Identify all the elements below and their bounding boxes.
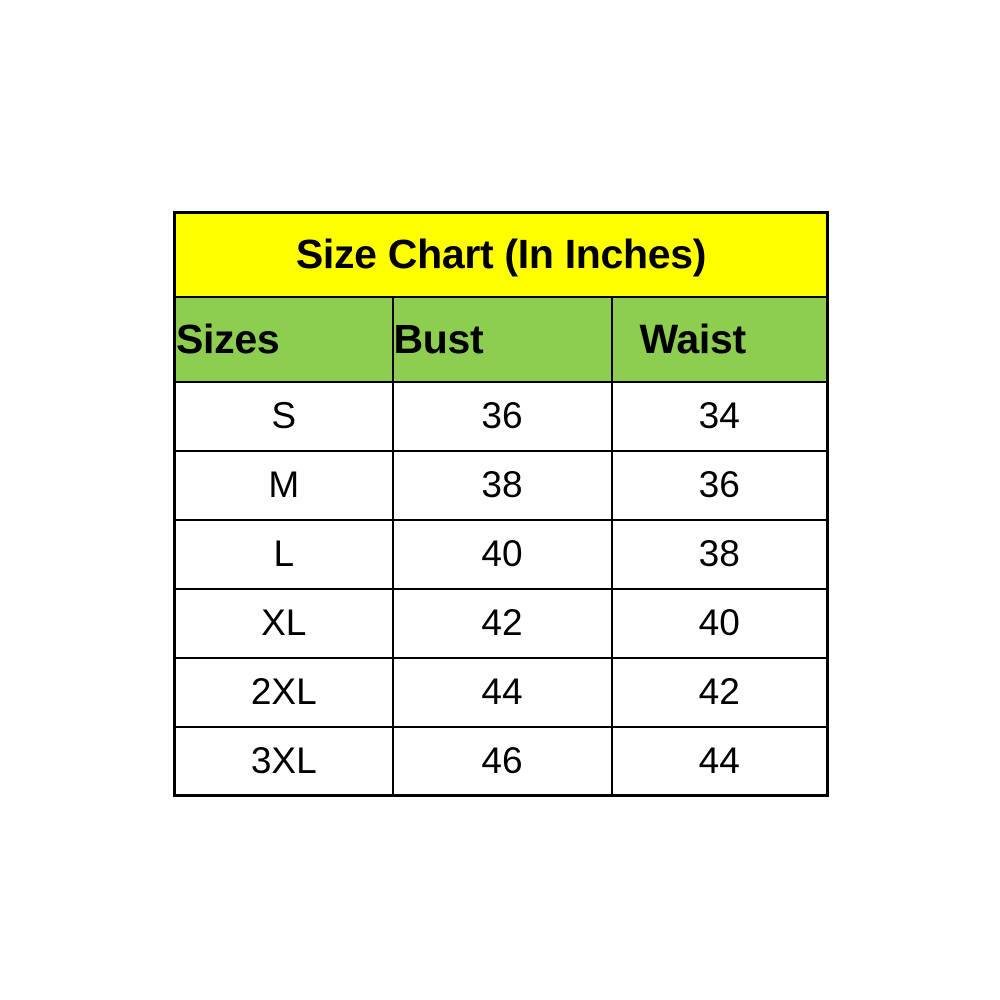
cell-size: 3XL <box>173 725 394 797</box>
table-row: 3XL 46 44 <box>173 725 829 797</box>
table-row: M 38 36 <box>173 449 829 521</box>
table-row: L 40 38 <box>173 518 829 590</box>
cell-waist: 42 <box>610 656 829 728</box>
cell-bust: 40 <box>391 518 613 590</box>
cell-bust: 46 <box>391 725 613 797</box>
cell-waist: 44 <box>610 725 829 797</box>
size-chart-table: Size Chart (In Inches) Sizes Bust Waist … <box>173 211 830 797</box>
column-header-waist: Waist <box>610 295 829 383</box>
cell-size: M <box>173 449 394 521</box>
cell-size: L <box>173 518 394 590</box>
column-header-row: Sizes Bust Waist <box>173 295 829 383</box>
cell-waist: 34 <box>610 380 829 452</box>
cell-bust: 36 <box>391 380 613 452</box>
cell-waist: 40 <box>610 587 829 659</box>
cell-size: 2XL <box>173 656 394 728</box>
cell-waist: 38 <box>610 518 829 590</box>
cell-size: XL <box>173 587 394 659</box>
cell-waist: 36 <box>610 449 829 521</box>
cell-size: S <box>173 380 394 452</box>
column-header-bust: Bust <box>391 295 613 383</box>
cell-bust: 42 <box>391 587 613 659</box>
size-chart-container: Size Chart (In Inches) Sizes Bust Waist … <box>173 211 830 797</box>
table-row: S 36 34 <box>173 380 829 452</box>
chart-title-row: Size Chart (In Inches) <box>173 211 829 298</box>
column-header-sizes: Sizes <box>173 295 394 383</box>
table-row: 2XL 44 42 <box>173 656 829 728</box>
table-row: XL 42 40 <box>173 587 829 659</box>
cell-bust: 38 <box>391 449 613 521</box>
cell-bust: 44 <box>391 656 613 728</box>
chart-title: Size Chart (In Inches) <box>173 211 829 298</box>
